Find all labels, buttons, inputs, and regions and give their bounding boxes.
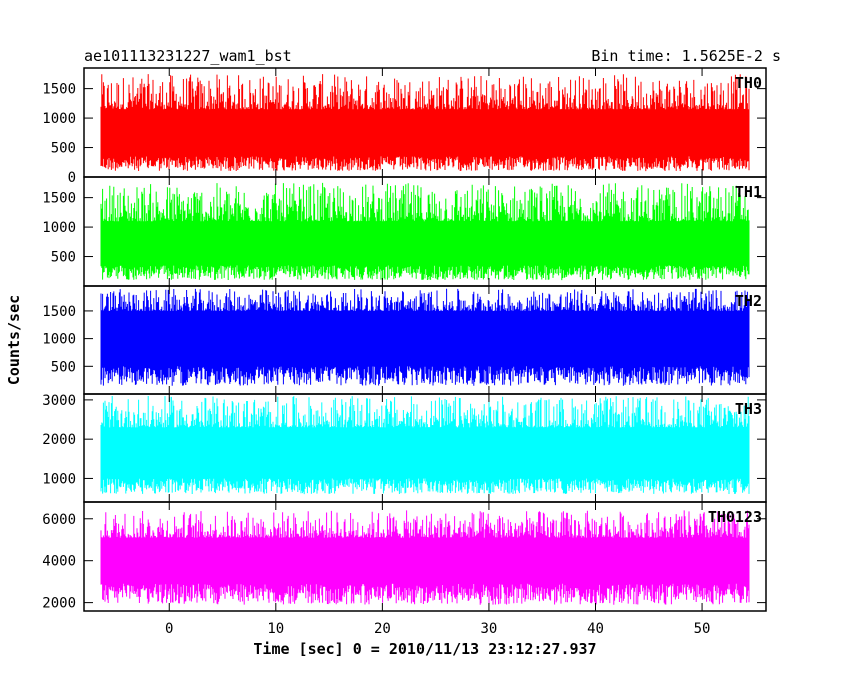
panel-label-th0123: TH0123 [708,508,762,526]
series-th0123 [100,510,750,605]
panel-th1: 500 1000 1500 TH1 [42,176,767,287]
y-tick-label: 6000 [42,512,76,528]
chart-title-left: ae101113231227_wam1_bst [84,47,292,65]
y-tick-label: 1000 [42,471,76,487]
panel-th0123: 2000 4000 6000 TH0123 [42,501,767,612]
y-tick-label: 1500 [42,191,76,207]
y-tick-label: 4000 [42,554,76,570]
y-tick-label: 1500 [42,304,76,320]
panel-th2: 500 1000 1500 TH2 [42,285,767,395]
x-tick-label: 0 [165,621,173,637]
panel-label-th0: TH0 [735,74,762,92]
x-tick-label: 20 [374,621,391,637]
series-th3 [100,396,750,495]
y-axis-label: Counts/sec [5,295,23,385]
y-tick-label: 2000 [42,432,76,448]
series-th1 [100,182,750,281]
panel-th0: 0 500 1000 1500 TH0 [42,67,767,186]
x-tick-label: 40 [587,621,604,637]
series-th0 [100,74,750,172]
panel-label-th2: TH2 [735,292,762,310]
y-tick-label: 3000 [42,393,76,409]
panel-label-th1: TH1 [735,183,762,201]
y-tick-label: 500 [51,141,76,157]
x-tick-label: 50 [694,621,711,637]
panel-th3: 1000 2000 3000 TH3 [42,393,767,503]
panel-frame [83,501,767,612]
y-tick-label: 1000 [42,332,76,348]
series-th2 [100,288,750,386]
panel-label-th3: TH3 [735,400,762,418]
y-tick-label: 1000 [42,111,76,127]
y-tick-label: 1000 [42,220,76,236]
x-tick-label: 30 [481,621,498,637]
x-axis-label: Time [sec] 0 = 2010/11/13 23:12:27.937 [253,640,596,658]
x-tick-label: 10 [267,621,284,637]
chart-title-right: Bin time: 1.5625E-2 s [591,47,781,65]
y-tick-label: 500 [51,359,76,375]
y-tick-label: 1500 [42,82,76,98]
y-tick-label: 2000 [42,596,76,612]
y-tick-label: 500 [51,250,76,266]
y-tick-label: 0 [68,170,76,186]
